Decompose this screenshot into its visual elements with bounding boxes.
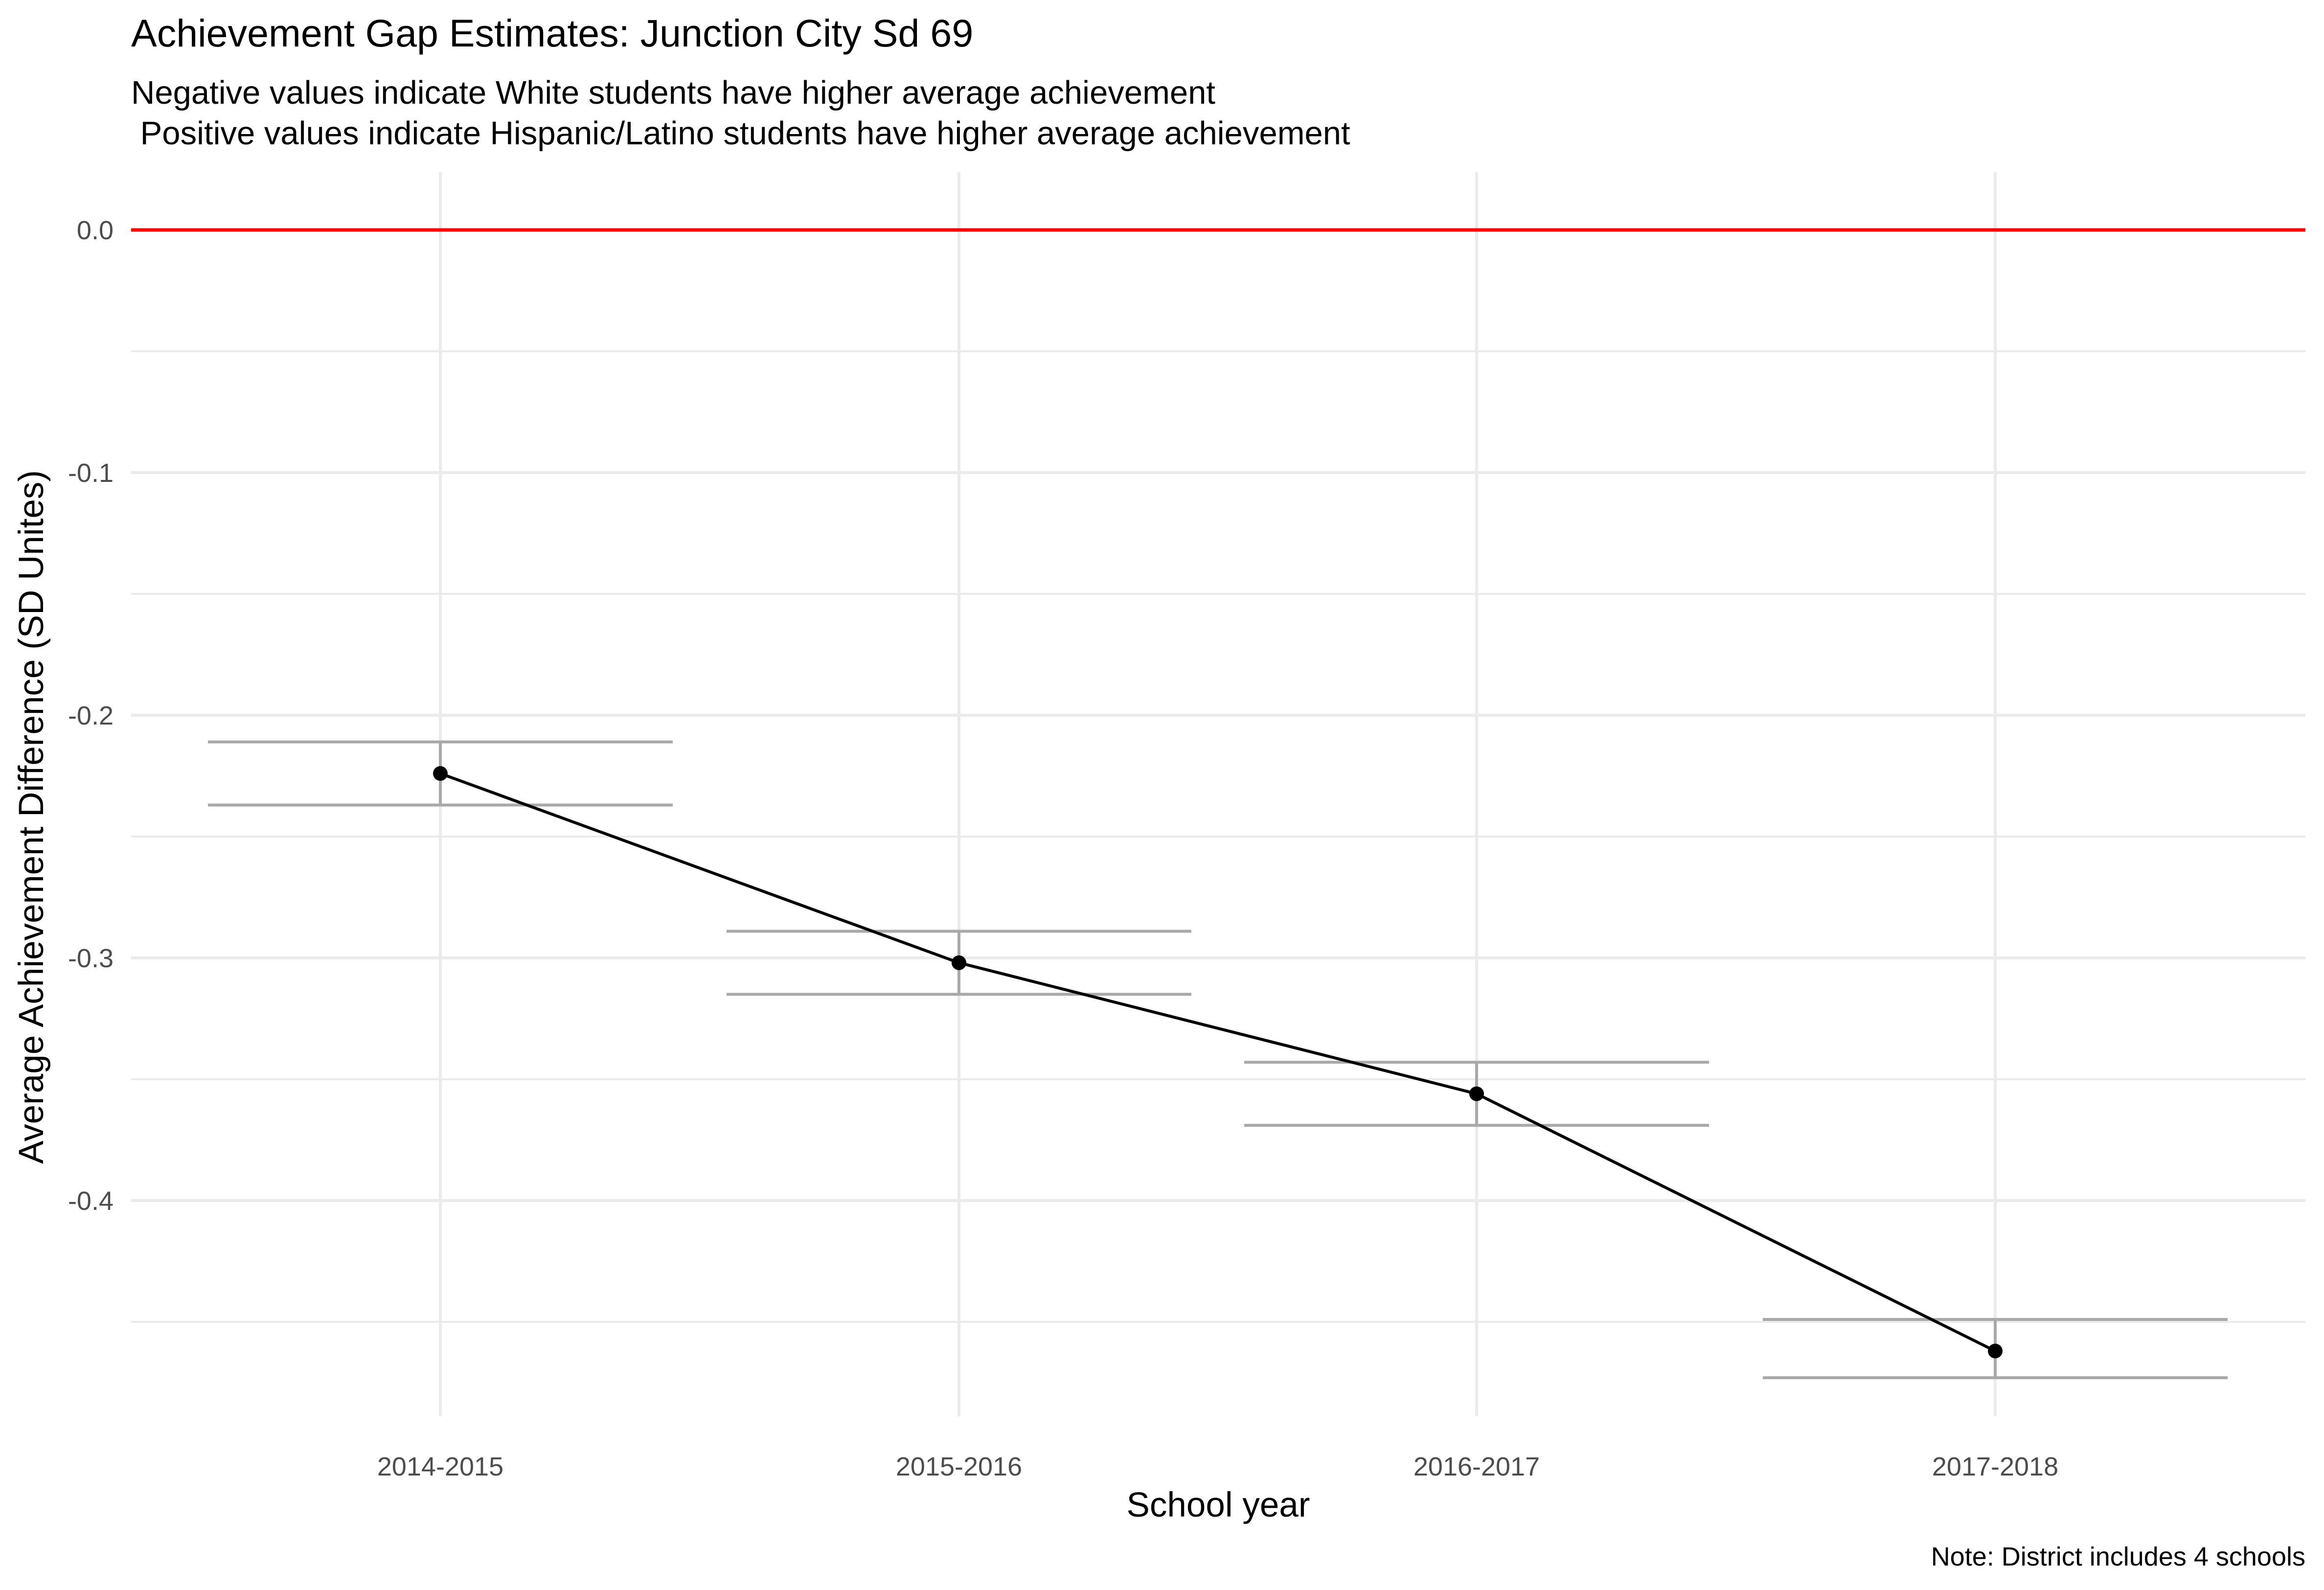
y-tick-labels: 0.0 -0.1 -0.2 -0.3 -0.4 bbox=[68, 216, 114, 1216]
x-tick-labels: 2014-2015 2015-2016 2016-2017 2017-2018 bbox=[377, 1452, 2058, 1481]
y-axis-title: Average Achievement Difference (SD Unite… bbox=[12, 470, 51, 1164]
y-tick-label: -0.2 bbox=[68, 701, 114, 730]
y-tick-label: 0.0 bbox=[77, 216, 114, 245]
grid-layer bbox=[131, 172, 2305, 1416]
chart-title: Achievement Gap Estimates: Junction City… bbox=[131, 11, 973, 55]
y-tick-label: -0.1 bbox=[68, 458, 114, 488]
x-tick-label: 2014-2015 bbox=[377, 1452, 503, 1481]
data-point bbox=[1469, 1086, 1484, 1101]
chart-subtitle-line-1: Negative values indicate White students … bbox=[131, 74, 1215, 111]
data-point bbox=[433, 766, 448, 781]
data-point bbox=[952, 955, 966, 970]
x-tick-label: 2017-2018 bbox=[1932, 1452, 2058, 1481]
x-tick-label: 2015-2016 bbox=[896, 1452, 1022, 1481]
chart-subtitle-line-2: Positive values indicate Hispanic/Latino… bbox=[131, 115, 1350, 152]
series-line bbox=[439, 772, 1996, 1353]
chart-caption: Note: District includes 4 schools bbox=[1931, 1542, 2305, 1571]
y-tick-label: -0.3 bbox=[68, 944, 114, 973]
data-point bbox=[1988, 1343, 2003, 1359]
points-layer bbox=[433, 766, 2003, 1359]
series-line-layer bbox=[439, 772, 1996, 1353]
x-tick-label: 2016-2017 bbox=[1413, 1452, 1540, 1481]
x-axis-title: School year bbox=[1127, 1486, 1310, 1524]
y-tick-label: -0.4 bbox=[68, 1186, 114, 1216]
